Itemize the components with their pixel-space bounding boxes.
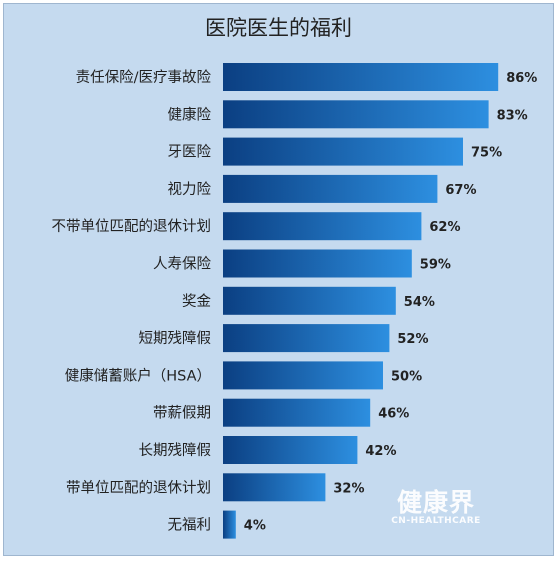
category-label: 视力险 [168, 181, 212, 198]
category-label: 健康险 [168, 106, 212, 123]
bar [223, 361, 383, 390]
category-label: 人寿保险 [153, 256, 211, 273]
bar [223, 63, 499, 91]
category-label: 带单位匹配的退休计划 [66, 479, 211, 496]
value-label: 50% [391, 369, 422, 384]
bar [223, 473, 326, 502]
bar [223, 174, 438, 203]
value-label: 62% [429, 220, 460, 235]
value-label: 67% [445, 183, 476, 198]
category-label: 长期残障假 [139, 441, 212, 459]
chart-title: 医院医生的福利 [205, 16, 352, 40]
category-label: 无福利 [168, 517, 212, 534]
value-label: 54% [404, 295, 435, 310]
bar [223, 212, 422, 241]
category-label: 不带单位匹配的退休计划 [52, 218, 212, 235]
value-label: 42% [365, 444, 396, 459]
bar [223, 137, 463, 166]
value-label: 86% [506, 71, 537, 86]
category-label: 牙医险 [168, 144, 212, 161]
value-label: 59% [420, 258, 451, 273]
category-label: 短期残障假 [139, 329, 212, 347]
value-label: 4% [244, 519, 266, 534]
bar [223, 510, 236, 539]
bar [223, 100, 489, 129]
category-label: 责任保险/医疗事故险 [76, 69, 212, 86]
category-label: 健康储蓄账户（HSA） [65, 367, 211, 384]
bar [223, 286, 396, 315]
bar [223, 249, 412, 278]
bar [223, 398, 371, 427]
value-label: 52% [397, 332, 428, 347]
bar [223, 324, 390, 353]
category-label: 带薪假期 [153, 405, 211, 422]
value-label: 83% [497, 108, 528, 123]
value-label: 75% [471, 146, 502, 161]
category-label: 奖金 [182, 293, 211, 310]
value-label: 32% [333, 481, 364, 496]
bar [223, 436, 358, 464]
value-label: 46% [378, 407, 409, 422]
